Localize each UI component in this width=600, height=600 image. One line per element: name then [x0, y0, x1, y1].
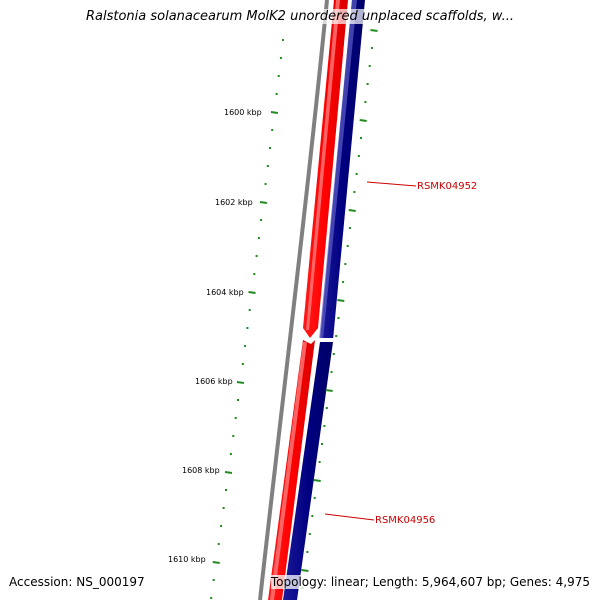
ruler-labels: 1600 kbp 1602 kbp 1604 kbp 1606 kbp 1608…: [168, 108, 262, 564]
forward-strand-gene-lower-highlight: [270, 342, 307, 600]
gene-label-leader-RSMK04952: [366, 181, 417, 187]
left-major-tick: [236, 381, 245, 384]
gene-label-RSMK04952[interactable]: RSMK04952: [417, 181, 477, 192]
right-major-tick: [337, 299, 345, 302]
accession-label: Accession: NS_000197: [9, 575, 145, 589]
forward-strand-gene-upper-highlight: [306, 0, 340, 330]
right-major-tick: [313, 479, 321, 482]
ruler-label-1608: 1608 kbp: [182, 466, 220, 475]
right-major-tick: [301, 569, 309, 572]
right-major-tick: [325, 389, 333, 392]
left-major-tick: [248, 291, 256, 294]
right-major-tick: [370, 29, 378, 32]
right-scale-ticks: [301, 29, 378, 589]
reverse-strand-gene-upper-highlight: [319, 0, 357, 340]
reverse-strand-gene-lower[interactable]: [283, 342, 333, 600]
map-title: Ralstonia solanacearum MolK2 unordered u…: [0, 9, 600, 24]
ruler-label-1602: 1602 kbp: [215, 198, 253, 207]
left-major-tick: [270, 111, 279, 114]
left-major-tick: [259, 201, 268, 204]
topology-summary: Topology: linear; Length: 5,964,607 bp; …: [270, 575, 590, 589]
backbone-line: [258, 0, 329, 600]
left-major-tick: [224, 471, 233, 474]
right-major-tick: [359, 119, 367, 122]
left-scale-ticks: [210, 39, 284, 599]
ruler-label-1600: 1600 kbp: [224, 108, 262, 117]
left-major-tick: [212, 561, 220, 564]
ruler-label-1610: 1610 kbp: [168, 555, 206, 564]
gene-label-RSMK04956[interactable]: RSMK04956: [375, 515, 435, 526]
gene-label-leader-RSMK04956: [324, 513, 375, 521]
ruler-label-1604: 1604 kbp: [206, 288, 244, 297]
right-major-tick: [348, 209, 356, 212]
ruler-label-1606: 1606 kbp: [195, 377, 233, 386]
